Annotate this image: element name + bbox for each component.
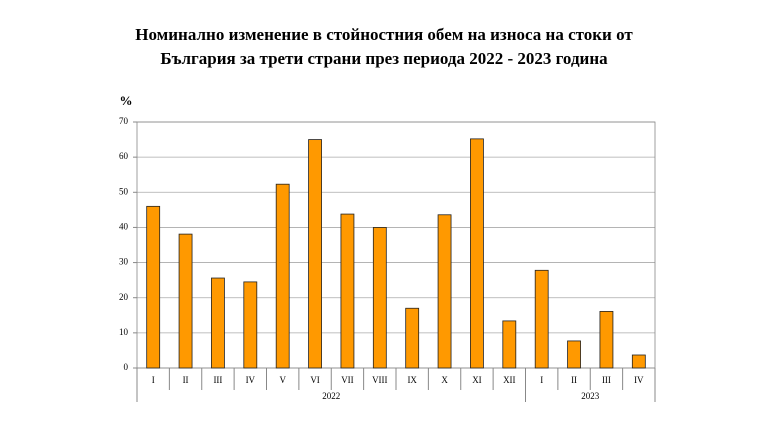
bar [437, 214, 452, 369]
x-tick-label: III [213, 375, 222, 385]
x-tick-label: III [602, 375, 611, 385]
x-tick-label: VI [310, 375, 320, 385]
bar [308, 139, 322, 369]
x-tick-label: X [441, 375, 448, 385]
x-tick-label: IX [407, 375, 417, 385]
y-tick-label: 50 [119, 186, 129, 196]
bar [502, 320, 517, 369]
y-tick-label: 30 [119, 257, 129, 267]
bar [372, 227, 387, 369]
bar [599, 311, 614, 369]
x-tick-label: XII [503, 375, 516, 385]
x-tick-label: I [540, 375, 543, 385]
x-tick-label: I [152, 375, 155, 385]
y-tick-label: 70 [119, 116, 129, 126]
x-tick-label: IV [246, 375, 256, 385]
bar [243, 281, 258, 369]
bar [340, 213, 355, 369]
y-tick-label: 20 [119, 292, 129, 302]
chart-title: Номинално изменение в стойностния обем н… [135, 25, 633, 44]
bar [631, 354, 646, 369]
group-label: 2023 [581, 391, 600, 401]
x-tick-label: VIII [372, 375, 388, 385]
x-tick-label: V [279, 375, 286, 385]
x-tick-label: IV [634, 375, 644, 385]
y-axis-label: % [120, 93, 133, 108]
chart-title: България за трети страни през периода 20… [160, 49, 608, 68]
y-tick-label: 0 [124, 362, 129, 372]
bar [178, 233, 193, 369]
bar [534, 269, 549, 369]
bar [470, 138, 484, 369]
y-tick-label: 10 [119, 327, 129, 337]
x-tick-label: XI [472, 375, 482, 385]
group-label: 2022 [322, 391, 340, 401]
bar [211, 277, 225, 369]
bar [567, 340, 581, 369]
x-tick-label: II [183, 375, 189, 385]
bar [146, 205, 161, 369]
y-tick-label: 40 [119, 221, 129, 231]
bar [275, 183, 290, 369]
x-tick-label: II [571, 375, 577, 385]
x-tick-label: VII [341, 375, 354, 385]
bar [405, 307, 420, 369]
y-tick-label: 60 [119, 151, 129, 161]
